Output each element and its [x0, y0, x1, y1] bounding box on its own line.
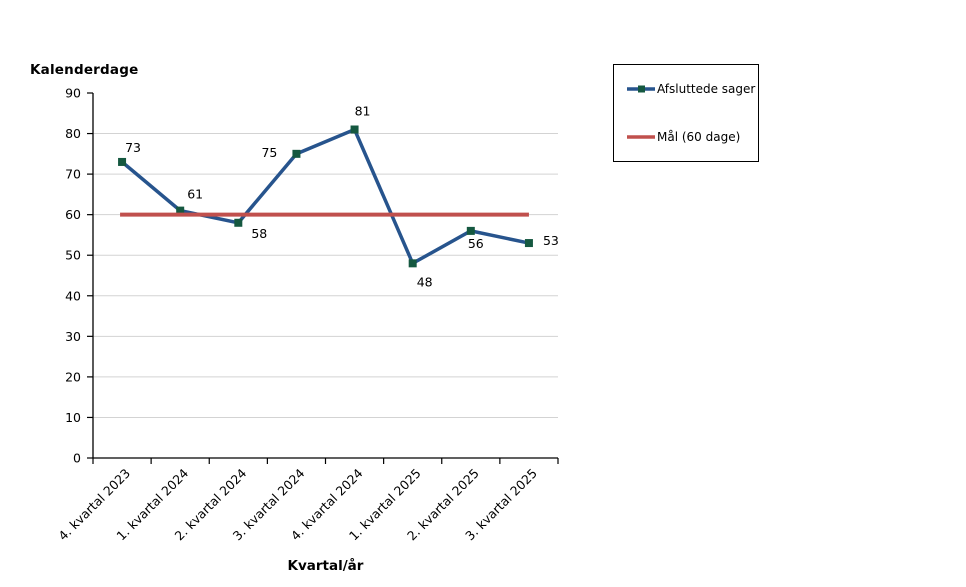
data-point-marker — [292, 149, 301, 158]
data-point-label: 81 — [355, 104, 371, 119]
legend-line-sample — [627, 135, 655, 139]
data-point-marker — [118, 157, 127, 166]
y-tick-label: 80 — [65, 126, 81, 141]
data-point-marker — [466, 226, 475, 235]
y-tick-label: 0 — [73, 451, 81, 466]
data-point-label: 73 — [125, 140, 141, 155]
legend-entry-afsluttede-sager: Afsluttede sager — [627, 82, 755, 96]
data-point-marker — [408, 259, 417, 268]
data-point-label: 61 — [187, 187, 203, 202]
data-point-marker — [176, 206, 185, 215]
y-tick-label: 10 — [65, 410, 81, 425]
y-tick-label: 90 — [65, 86, 81, 101]
series-line-afsluttede-sager — [120, 127, 530, 266]
legend-entry-maal: Mål (60 dage) — [627, 130, 740, 144]
data-point-label: 75 — [261, 145, 277, 160]
y-tick-label: 60 — [65, 207, 81, 222]
legend-label-maal: Mål (60 dage) — [657, 130, 741, 144]
data-point-marker — [234, 218, 243, 227]
data-point-marker — [350, 125, 359, 134]
data-point-label: 56 — [468, 236, 484, 251]
y-tick-label: 70 — [65, 167, 81, 182]
legend-series-marker-icon — [638, 85, 645, 93]
data-point-label: 58 — [251, 226, 267, 241]
data-point-marker — [524, 239, 533, 248]
data-point-label: 48 — [417, 274, 433, 289]
y-tick-label: 50 — [65, 248, 81, 263]
y-tick-label: 30 — [65, 329, 81, 344]
y-tick-label: 40 — [65, 288, 81, 303]
legend-line-marker-sample — [627, 85, 655, 93]
chart-legend: Afsluttede sager Mål (60 dage) — [613, 64, 759, 162]
y-tick-label: 20 — [65, 369, 81, 384]
y-axis-title: Kalenderdage — [30, 62, 139, 78]
legend-label-afsluttede-sager: Afsluttede sager — [657, 82, 756, 96]
x-axis-title: Kvartal/år — [287, 558, 364, 574]
data-point-label: 53 — [543, 233, 559, 248]
